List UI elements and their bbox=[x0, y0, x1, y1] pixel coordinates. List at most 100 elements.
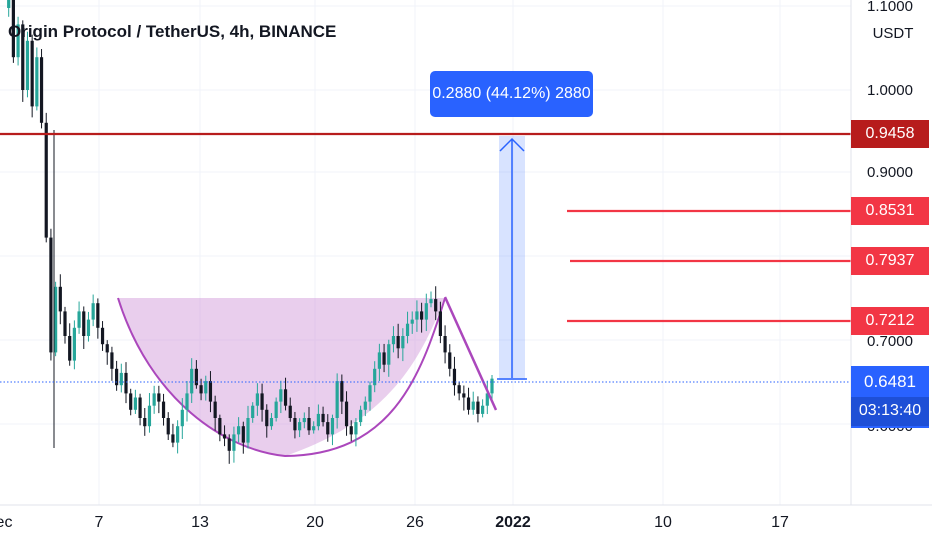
candle-body bbox=[269, 418, 274, 427]
chart-title: Origin Protocol / TetherUS, 4h, BINANCE bbox=[8, 22, 337, 41]
candle-body bbox=[124, 372, 128, 394]
currency-label: USDT bbox=[872, 25, 914, 42]
candle-body bbox=[204, 381, 208, 394]
candle-body bbox=[471, 401, 475, 410]
candle-body bbox=[316, 413, 320, 427]
candle-body bbox=[448, 352, 452, 369]
candle-body bbox=[359, 409, 363, 423]
candle-body bbox=[171, 434, 175, 443]
price-tick: 0.9000 bbox=[867, 164, 913, 181]
candle-body bbox=[462, 393, 466, 398]
candle-body bbox=[476, 401, 480, 414]
candle-body bbox=[424, 303, 428, 320]
candle-body bbox=[241, 426, 245, 443]
candle-body bbox=[260, 393, 264, 410]
candle-body bbox=[265, 409, 269, 427]
current-price-value: 0.6481 bbox=[864, 372, 916, 391]
candle-body bbox=[213, 401, 217, 418]
candle-body bbox=[30, 40, 34, 107]
candle-body bbox=[312, 426, 316, 431]
candle-body bbox=[77, 311, 81, 328]
candle-body bbox=[7, 0, 11, 8]
candle-body bbox=[44, 122, 48, 238]
candle-body bbox=[39, 57, 44, 123]
candle-body bbox=[485, 393, 489, 406]
candle-body bbox=[354, 422, 358, 435]
candle-body bbox=[86, 319, 91, 336]
candle-body bbox=[21, 24, 25, 90]
candle-body bbox=[227, 438, 231, 451]
candle-body bbox=[293, 418, 297, 431]
candle-body bbox=[115, 368, 119, 386]
price-tick: 0.7000 bbox=[867, 333, 913, 350]
candle-body bbox=[35, 57, 39, 107]
candle-body bbox=[340, 381, 344, 402]
candle-body bbox=[363, 401, 367, 410]
candle-body bbox=[405, 323, 410, 336]
candle-body bbox=[49, 237, 53, 353]
time-tick-year: 2022 bbox=[495, 514, 531, 531]
candle-body bbox=[25, 40, 30, 90]
candle-body bbox=[420, 311, 424, 320]
candle-body bbox=[232, 434, 236, 451]
candle-body bbox=[166, 418, 170, 435]
grid-lines bbox=[0, 0, 851, 505]
candle-body bbox=[100, 327, 105, 345]
candle-body bbox=[91, 303, 95, 320]
target-price-badge-1: 0.8531 bbox=[851, 197, 929, 225]
handle-trendline[interactable] bbox=[443, 296, 498, 411]
candle-body bbox=[434, 299, 438, 312]
candle-body bbox=[110, 352, 114, 369]
candle-body bbox=[16, 24, 20, 58]
candle-body bbox=[119, 372, 123, 386]
measure-label[interactable]: 0.2880 (44.12%) 2880 bbox=[430, 71, 593, 117]
candle-body bbox=[429, 299, 433, 304]
target-price-badge-3: 0.7212 bbox=[851, 307, 929, 335]
candle-body bbox=[335, 381, 339, 418]
candle-body bbox=[176, 426, 180, 443]
candle-body bbox=[344, 401, 349, 427]
candle-body bbox=[274, 401, 278, 418]
candle-body bbox=[255, 393, 259, 406]
candle-body bbox=[63, 311, 67, 336]
candle-body bbox=[373, 368, 377, 386]
candle-body bbox=[161, 401, 166, 418]
candle-body bbox=[147, 405, 152, 427]
time-tick: 10 bbox=[654, 514, 672, 531]
candle-body bbox=[382, 352, 386, 365]
candle-body bbox=[251, 405, 255, 418]
candle-body bbox=[138, 397, 142, 418]
candle-body bbox=[58, 286, 62, 312]
candle-body bbox=[443, 336, 447, 353]
price-tick: 1.1000 bbox=[867, 0, 913, 15]
candle-body bbox=[302, 418, 306, 423]
candle-body bbox=[452, 368, 457, 386]
candle-body bbox=[143, 418, 147, 427]
time-tick: 7 bbox=[94, 514, 104, 531]
candle-body bbox=[279, 389, 283, 402]
candle-body bbox=[377, 352, 381, 369]
measure-arrow-head bbox=[499, 137, 525, 152]
candle-body bbox=[391, 336, 396, 345]
candle-body bbox=[466, 397, 471, 410]
candle-body bbox=[246, 418, 250, 443]
time-tick: 20 bbox=[306, 514, 324, 531]
candle-body bbox=[349, 426, 353, 435]
candle-body bbox=[490, 378, 494, 394]
candle-body bbox=[396, 336, 400, 349]
time-tick: 26 bbox=[406, 514, 424, 531]
candle-body bbox=[368, 385, 372, 402]
candle-body bbox=[457, 385, 461, 394]
candle-body bbox=[152, 393, 156, 406]
candle-body bbox=[190, 368, 194, 394]
candle-body bbox=[438, 311, 442, 336]
resistance-price-badge: 0.9458 bbox=[851, 120, 929, 148]
candlestick-series bbox=[7, 0, 494, 464]
candle-body bbox=[298, 422, 302, 431]
cup-pattern-fill bbox=[118, 298, 445, 456]
candle-body bbox=[288, 405, 292, 418]
candle-body bbox=[194, 368, 198, 386]
candle-body bbox=[105, 344, 109, 353]
candle-body bbox=[410, 319, 414, 324]
candle-body bbox=[321, 413, 325, 423]
